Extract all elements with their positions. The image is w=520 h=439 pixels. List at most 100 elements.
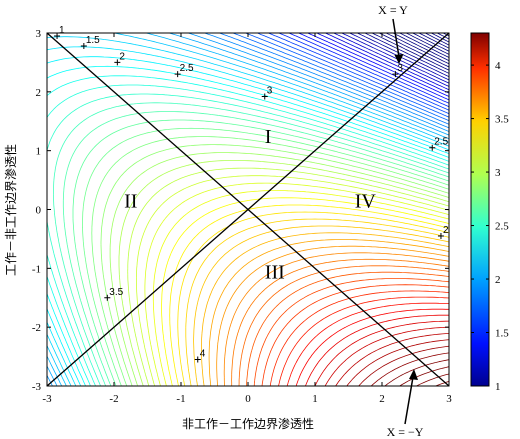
contour-line xyxy=(47,65,449,386)
contour-line xyxy=(333,33,449,87)
contour-line xyxy=(208,239,449,386)
y-tick-label: -1 xyxy=(32,263,41,275)
contour-line xyxy=(62,111,449,386)
contour-line xyxy=(223,252,449,386)
contour-line xyxy=(72,119,449,386)
region-label: IV xyxy=(355,191,377,213)
contour-line xyxy=(53,102,449,386)
axis-ticks: -3 -2 -1 0 1 2 3 -3 -2 -1 0 1 2 3 xyxy=(32,28,452,405)
contour-line xyxy=(261,284,449,386)
contour-marker xyxy=(392,71,399,78)
contour-marker xyxy=(104,294,111,301)
contour-line xyxy=(82,127,449,386)
x-tick-label: -2 xyxy=(109,393,118,405)
y-tick-label: 1 xyxy=(36,146,42,158)
contour-line xyxy=(185,218,449,386)
contour-value-label: 2.5 xyxy=(434,137,448,148)
contour-line xyxy=(232,33,449,122)
contour-line xyxy=(201,232,449,386)
contour-line xyxy=(47,33,449,386)
contour-marker xyxy=(174,71,181,78)
contour-line xyxy=(91,136,449,386)
contour-line xyxy=(364,33,449,74)
contour-line xyxy=(127,167,449,386)
contour-line xyxy=(118,160,449,386)
contour-line xyxy=(246,271,449,386)
annotation-arrowhead xyxy=(394,54,404,64)
x-tick-label: 3 xyxy=(446,393,452,405)
colorbar-tick-label: 1 xyxy=(495,381,501,393)
contour-value-label: 3 xyxy=(267,86,273,97)
contour-line xyxy=(109,152,449,386)
contour-line xyxy=(161,197,449,386)
contour-line xyxy=(47,84,449,386)
contour-marker xyxy=(194,356,201,363)
contour-line xyxy=(314,320,449,386)
contour-line xyxy=(295,308,449,386)
contour-line xyxy=(324,326,449,386)
contour-marker xyxy=(80,42,87,49)
contour-line xyxy=(136,175,449,386)
contour-line xyxy=(238,265,449,386)
contour-line xyxy=(298,33,449,101)
region-label: II xyxy=(124,191,137,213)
reference-line xyxy=(46,32,450,387)
contour-value-label: 3 xyxy=(397,63,403,74)
y-tick-label: 0 xyxy=(36,205,42,217)
contour-line xyxy=(335,333,449,386)
contour-line xyxy=(100,144,449,386)
y-axis-label: 工作－非工作边界渗透性 xyxy=(3,144,18,276)
contour-line xyxy=(193,225,449,386)
contour-line xyxy=(269,290,449,386)
annotation-x-equals-neg-y: X = −Y xyxy=(387,425,424,439)
annotation-arrowhead xyxy=(409,369,418,380)
contour-line xyxy=(253,278,449,386)
x-tick-label: 0 xyxy=(245,393,251,405)
contour-line xyxy=(144,182,449,386)
contour-marker xyxy=(261,93,268,100)
x-tick-label: -1 xyxy=(176,393,185,405)
colorbar-tick-label: 3 xyxy=(495,167,501,179)
contour-line xyxy=(412,33,449,52)
contour-marker xyxy=(437,232,444,239)
y-tick-label: 3 xyxy=(36,28,42,40)
contour-line xyxy=(286,302,449,386)
annotation-arrow xyxy=(392,18,400,58)
contour-line xyxy=(47,56,449,386)
contour-line xyxy=(231,258,449,386)
contour-line xyxy=(169,204,449,386)
contour-value-label: 2.5 xyxy=(180,63,194,74)
contour-value-label: 3.5 xyxy=(109,287,123,298)
contour-value-label: 1 xyxy=(59,25,65,36)
colorbar-tick-label: 3.5 xyxy=(495,114,509,126)
contour-lines xyxy=(47,33,449,386)
x-tick-label: 1 xyxy=(312,393,318,405)
y-tick-label: -2 xyxy=(32,322,41,334)
annotation-x-equals-y: X = Y xyxy=(378,3,408,17)
contour-line xyxy=(435,381,449,386)
contour-line xyxy=(245,33,449,118)
diagonal-lines xyxy=(46,32,450,387)
contour-line xyxy=(257,33,449,115)
contour-line xyxy=(371,33,449,71)
region-label: III xyxy=(265,261,285,283)
contour-line xyxy=(47,46,449,386)
contour-line xyxy=(47,33,449,386)
contour-line xyxy=(307,33,449,97)
contour-line xyxy=(278,296,449,386)
contour-value-label: 1.5 xyxy=(86,35,100,46)
contour-marker xyxy=(114,59,121,66)
contour-line xyxy=(305,314,449,386)
contour-line xyxy=(47,93,449,386)
region-label: I xyxy=(265,126,272,148)
contour-value-labels: 1 1.5 2 2.5 3 3 2.5 2 3.5 4 xyxy=(54,25,449,363)
colorbar-tick-label: 2 xyxy=(495,274,501,286)
contour-line xyxy=(152,190,449,386)
contour-value-label: 4 xyxy=(200,349,206,360)
x-tick-label: -3 xyxy=(42,393,52,405)
contour-marker xyxy=(54,32,61,39)
contour-marker xyxy=(429,144,436,151)
contour-line xyxy=(47,36,449,386)
